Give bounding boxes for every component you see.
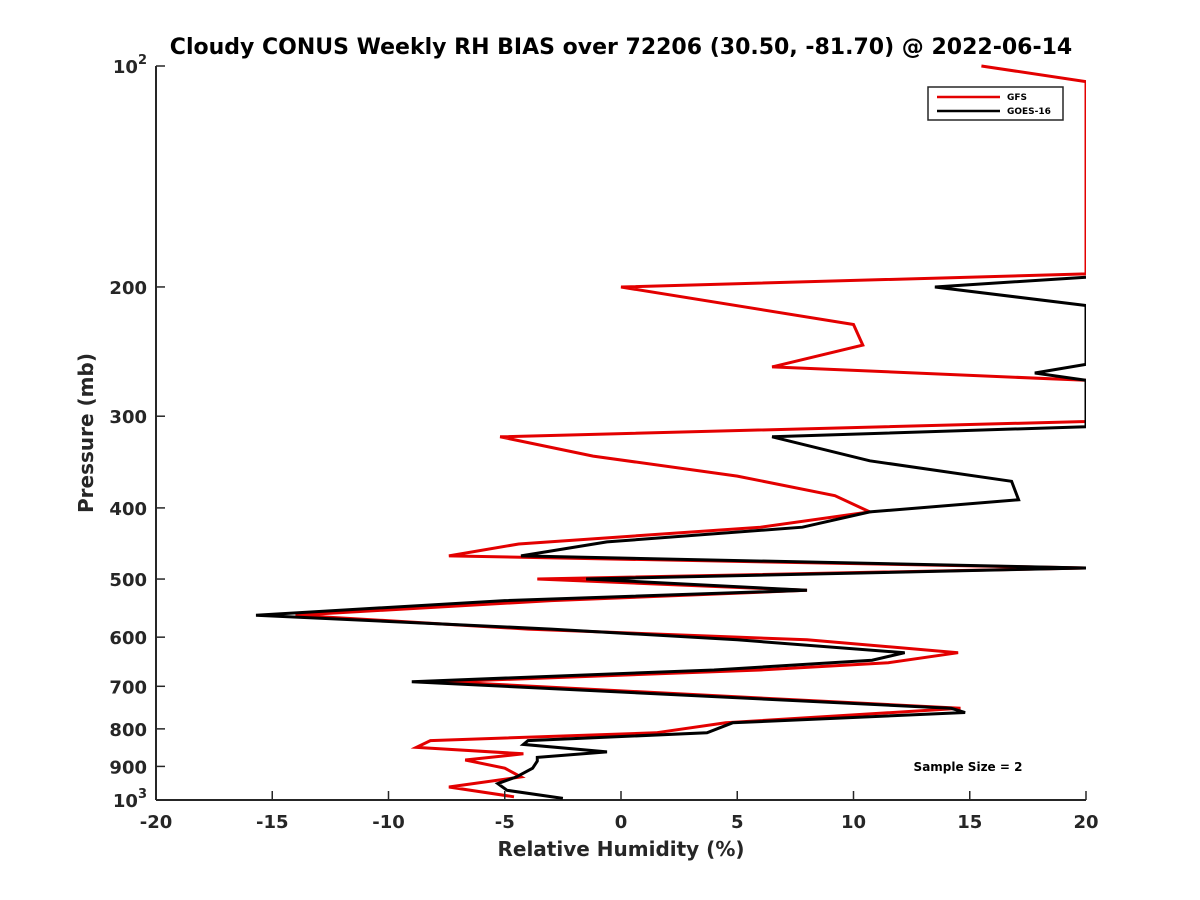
y-tick-label: 103 <box>113 787 147 812</box>
chart-title: Cloudy CONUS Weekly RH BIAS over 72206 (… <box>170 35 1072 60</box>
y-tick-label: 500 <box>109 570 147 591</box>
y-tick-label: 102 <box>113 53 147 78</box>
y-ticks: 102 200 300 400 500 600 700 800 900 103 <box>109 53 165 812</box>
y-tick-label: 300 <box>109 407 147 428</box>
y-tick-label: 400 <box>109 499 147 520</box>
x-tick-label: 20 <box>1073 812 1098 833</box>
legend-box <box>927 86 1064 121</box>
legend-label-gfs: GFS <box>1007 93 1027 103</box>
x-ticks: -20 -15 -10 -5 0 5 10 15 20 <box>140 791 1099 833</box>
sample-size-annotation: Sample Size = 2 <box>914 760 1023 774</box>
x-tick-label: 0 <box>615 812 628 833</box>
y-tick-label: 200 <box>109 278 147 299</box>
x-tick-label: -5 <box>495 812 515 833</box>
legend: GFS GOES-16 <box>927 86 1064 121</box>
x-tick-label: -15 <box>256 812 289 833</box>
x-tick-label: -10 <box>372 812 405 833</box>
x-tick-label: 10 <box>841 812 866 833</box>
x-tick-label: -20 <box>140 812 173 833</box>
y-axis-label: Pressure (mb) <box>74 353 98 513</box>
series-line-goes-16 <box>255 275 1086 800</box>
series-layer <box>255 64 1086 800</box>
x-axis-label: Relative Humidity (%) <box>497 837 744 861</box>
y-tick-label: 600 <box>109 628 147 649</box>
y-tick-label: 900 <box>109 757 147 778</box>
y-tick-label: 700 <box>109 677 147 698</box>
x-tick-label: 15 <box>957 812 982 833</box>
y-tick-label: 800 <box>109 720 147 741</box>
legend-label-goes-16: GOES-16 <box>1007 107 1051 117</box>
x-tick-label: 5 <box>731 812 744 833</box>
